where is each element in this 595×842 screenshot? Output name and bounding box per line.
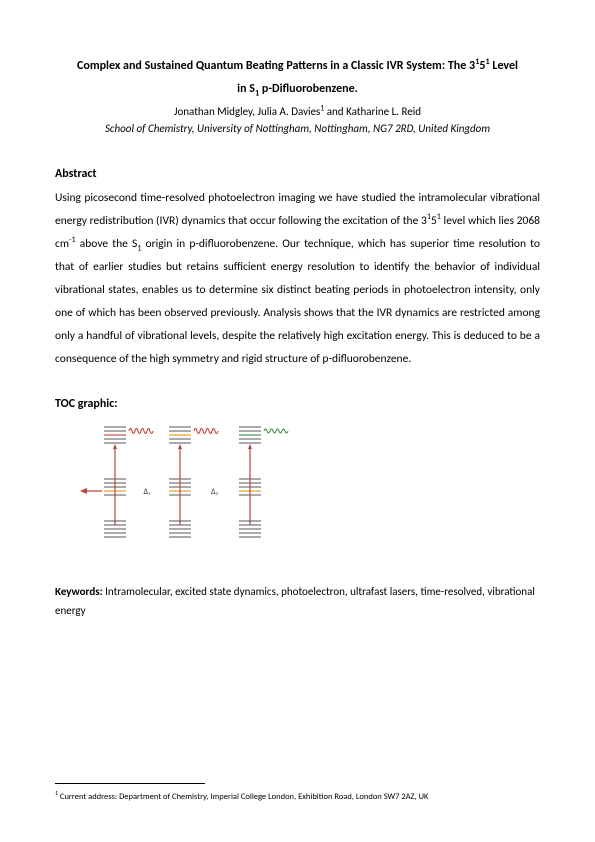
toc-graphic: Δ₁ Δ₂ [79, 417, 540, 552]
abstract-text: origin in p-difluorobenzene. Our techniq… [55, 237, 540, 366]
keywords-text: Intramolecular, excited state dynamics, … [55, 585, 535, 618]
authors: Jonathan Midgley, Julia A. Davies1 and K… [55, 105, 540, 118]
svg-text:Δ₁: Δ₁ [144, 487, 151, 497]
authors-names: Jonathan Midgley, Julia A. Davies [174, 105, 320, 118]
authors-names: and Katharine L. Reid [324, 105, 421, 118]
keywords-label: Keywords: [55, 585, 105, 598]
abstract-body: Using picosecond time-resolved photoelec… [55, 187, 540, 371]
title-part: Complex and Sustained Quantum Beating Pa… [77, 59, 475, 73]
svg-text:Δ₂: Δ₂ [211, 487, 219, 497]
toc-diagram: Δ₁ Δ₂ [79, 417, 299, 547]
footnote-text: Current address: Department of Chemistry… [58, 792, 428, 802]
keywords: Keywords: Intramolecular, excited state … [55, 582, 540, 622]
title-part: Level [490, 59, 518, 73]
abstract-heading: Abstract [55, 167, 540, 181]
affiliation: School of Chemistry, University of Notti… [55, 122, 540, 135]
title-part: p-Difluorobenzene. [259, 82, 358, 96]
footnote-separator [55, 783, 205, 784]
paper-title: Complex and Sustained Quantum Beating Pa… [55, 55, 540, 101]
footnote: 1 Current address: Department of Chemist… [55, 792, 540, 802]
title-part: in S [237, 82, 255, 96]
abstract-text: above the S [76, 237, 138, 251]
toc-heading: TOC graphic: [55, 397, 540, 411]
